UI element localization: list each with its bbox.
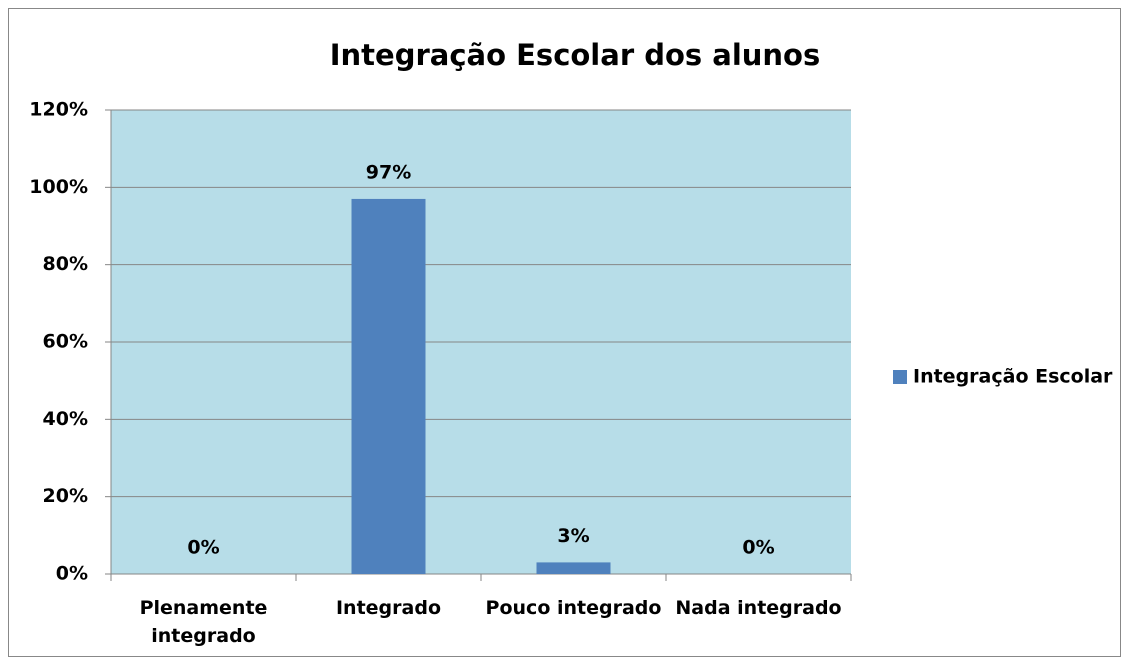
chart-title: Integração Escolar dos alunos (330, 38, 821, 72)
x-tick-label-box: Integrado (335, 597, 441, 619)
x-tick-label: Integrado (335, 597, 441, 619)
x-tick-label-box: Nada integrado (675, 597, 842, 619)
x-tick-label: Plenamente integrado (139, 597, 268, 647)
x-tick-label-box: Pouco integrado (485, 597, 662, 619)
y-tick-label: 120% (29, 99, 88, 121)
bar (351, 198, 426, 574)
bar (536, 562, 611, 574)
y-tick-label: 20% (43, 485, 88, 507)
data-label: 0% (187, 537, 219, 559)
y-tick-label: 40% (43, 408, 88, 430)
y-tick-label: 80% (43, 253, 88, 275)
y-tick-label: 60% (43, 331, 88, 353)
x-tick-label: Pouco integrado (485, 597, 662, 619)
legend-swatch (893, 370, 907, 384)
x-tick-label-box: Plenamente integrado (139, 597, 268, 647)
y-tick-label: 100% (29, 176, 88, 198)
data-label: 3% (557, 525, 589, 547)
y-tick-label: 0% (56, 563, 88, 585)
data-label: 97% (366, 161, 411, 183)
data-label: 0% (742, 537, 774, 559)
legend-label: Integração Escolar (913, 366, 1113, 388)
x-tick-label: Nada integrado (675, 597, 842, 619)
